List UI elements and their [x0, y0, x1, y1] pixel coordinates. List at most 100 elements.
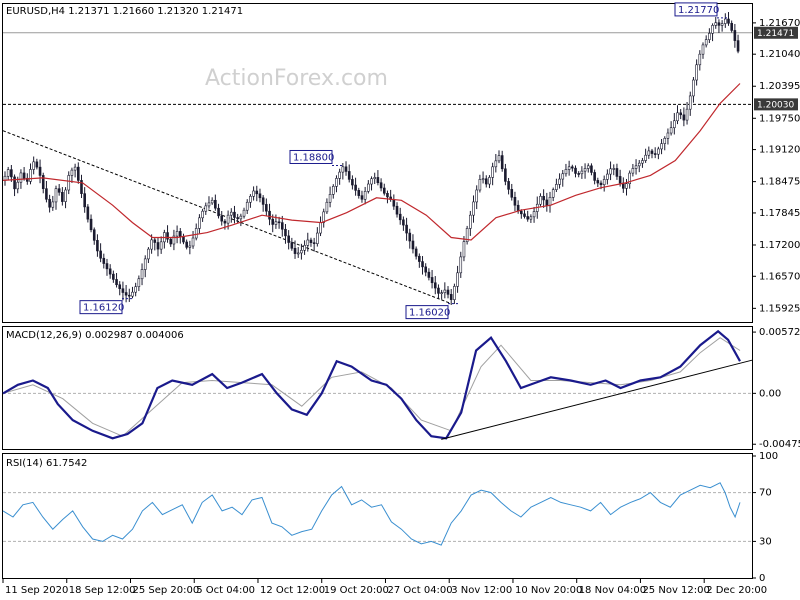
- candle-body: [10, 169, 13, 178]
- macd-y-tick-label: 0.005725: [759, 327, 800, 338]
- rsi-y-tick-label: 0: [759, 573, 765, 584]
- candle-body: [558, 178, 561, 185]
- price-annotation-box: [289, 149, 333, 164]
- candle-body: [252, 190, 255, 197]
- candle-body: [198, 217, 201, 229]
- price-y-tick-label: 1.19750: [759, 113, 800, 124]
- candle-body: [363, 191, 367, 200]
- candle-body: [539, 195, 542, 205]
- candle-body: [529, 216, 533, 220]
- candle-body: [80, 180, 83, 194]
- candle-body: [29, 169, 32, 182]
- x-tick-label: 3 Nov 12:00: [451, 585, 512, 596]
- price-y-tick-label: 1.17200: [759, 240, 800, 251]
- candle-body: [475, 189, 479, 203]
- candle-body: [504, 168, 507, 182]
- candle-body: [229, 211, 233, 216]
- candle-body: [265, 204, 268, 212]
- price-annotations: 1.16120 1.18800 1.16020 1.21770: [79, 2, 727, 320]
- candle-body: [204, 205, 208, 212]
- candle-body: [309, 239, 313, 243]
- candle-body: [147, 248, 150, 260]
- candle-body: [370, 178, 373, 185]
- price-annotation-label: 1.16020: [409, 308, 450, 319]
- candle-body: [625, 183, 628, 189]
- candle-body: [402, 219, 405, 226]
- candle-body: [708, 33, 711, 40]
- price-panel-title: EURUSD,H4 1.21371 1.21660 1.21320 1.2147…: [6, 6, 243, 17]
- candle-body: [430, 277, 434, 284]
- candle-body: [526, 216, 529, 220]
- candle-body: [188, 245, 192, 248]
- candle-body: [542, 195, 545, 201]
- candle-body: [296, 252, 300, 255]
- candle-body: [673, 120, 676, 129]
- candle-body: [701, 44, 705, 55]
- candle-body: [484, 178, 488, 185]
- candle-body: [676, 112, 679, 122]
- candle-body: [156, 242, 160, 250]
- candle-body: [70, 169, 74, 176]
- level-line-tag-box: [754, 98, 798, 111]
- candle-body: [446, 289, 450, 295]
- candle-body: [143, 258, 147, 270]
- macd-y-tick-label: 0.00: [759, 388, 781, 399]
- candle-body: [551, 189, 555, 198]
- candle-body: [293, 247, 297, 254]
- candle-body: [115, 279, 118, 286]
- candle-body: [45, 188, 48, 200]
- candle-body: [249, 195, 252, 203]
- candle-body: [730, 22, 733, 31]
- candle-body: [172, 235, 176, 245]
- macd-y-axis: 0.005725 0.00 -0.004755: [752, 327, 800, 450]
- candle-body: [83, 193, 86, 208]
- candle-body: [727, 18, 730, 24]
- candle-body: [118, 284, 122, 290]
- candle-body: [711, 25, 714, 34]
- rsi-y-tick-label: 70: [759, 488, 772, 499]
- candle-body: [92, 229, 96, 241]
- candle-body: [201, 210, 204, 219]
- candle-body: [692, 79, 695, 97]
- macd-y-tick-label: -0.004755: [759, 439, 800, 450]
- macd-main-line: [2, 329, 741, 440]
- candle-body: [488, 177, 491, 185]
- candle-body: [408, 232, 412, 242]
- candle-body: [127, 294, 131, 297]
- candle-body: [433, 282, 437, 289]
- candle-body: [609, 168, 612, 175]
- watermark: ActionForex.com: [205, 66, 388, 91]
- candle-body: [220, 215, 224, 222]
- candle-body: [695, 64, 698, 81]
- candle-body: [112, 273, 115, 280]
- candle-body: [19, 172, 23, 183]
- candle-body: [602, 179, 606, 185]
- candle-body: [376, 177, 380, 184]
- candle-body: [717, 22, 721, 26]
- candle-body: [207, 202, 211, 207]
- candle-body: [453, 286, 456, 300]
- candle-body: [456, 272, 459, 287]
- candle-body: [685, 108, 689, 121]
- candle-body: [583, 168, 587, 172]
- candle-body: [631, 168, 635, 174]
- candle-body: [663, 138, 667, 144]
- candle-body: [357, 190, 361, 196]
- price-y-tick-label: 1.19120: [759, 145, 800, 156]
- candle-body: [32, 161, 35, 170]
- x-tick-label: 12 Oct 12:00: [260, 585, 325, 596]
- candle-body: [153, 239, 157, 243]
- candle-body: [121, 288, 125, 293]
- candle-body: [449, 294, 453, 300]
- candle-body: [443, 289, 447, 293]
- candle-body: [440, 292, 443, 294]
- candle-body: [698, 53, 702, 66]
- candle-body: [427, 271, 431, 278]
- candle-body: [714, 22, 718, 26]
- candle-body: [274, 221, 278, 225]
- candle-body: [704, 39, 708, 46]
- candle-body: [596, 180, 600, 184]
- candle-body: [555, 184, 558, 190]
- candle-body: [494, 160, 498, 168]
